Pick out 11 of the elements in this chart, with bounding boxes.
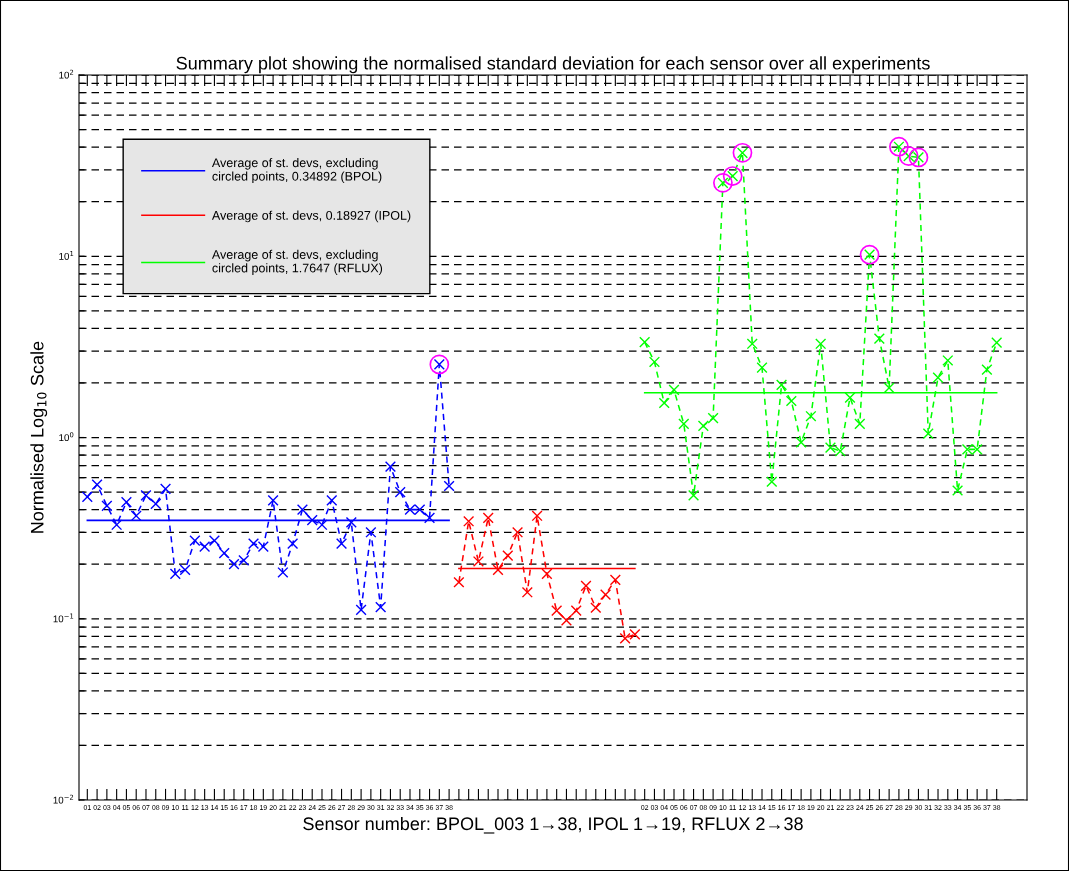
x-axis-title: Sensor number: BPOL_003 1→38, IPOL 1→19, RFLUX 2→38 [303,816,803,834]
legend-label: Average of st. devs, 0.18927 (IPOL) [211,210,411,223]
y-tick-label: 10$^{−1}$ [53,613,74,623]
y-tick-label: 10$^{2}$ [59,69,74,79]
y-axis-title: Normalised Log$_{10}$ Scale [30,341,48,533]
legend-label: Average of st. devs, excluding circled points, 1.7647 (RFLUX) [211,249,383,275]
chart-title: Summary plot showing the normalised standard deviation for each sensor over all experiments [176,56,930,74]
y-tick-label: 10$^{0}$ [59,432,74,442]
legend-label: Average of st. devs, excluding circled points, 0.34892 (BPOL) [211,158,382,184]
y-tick-label: 10$^{1}$ [59,251,74,260]
y-tick-label: 10$^{−2}$ [53,794,74,804]
